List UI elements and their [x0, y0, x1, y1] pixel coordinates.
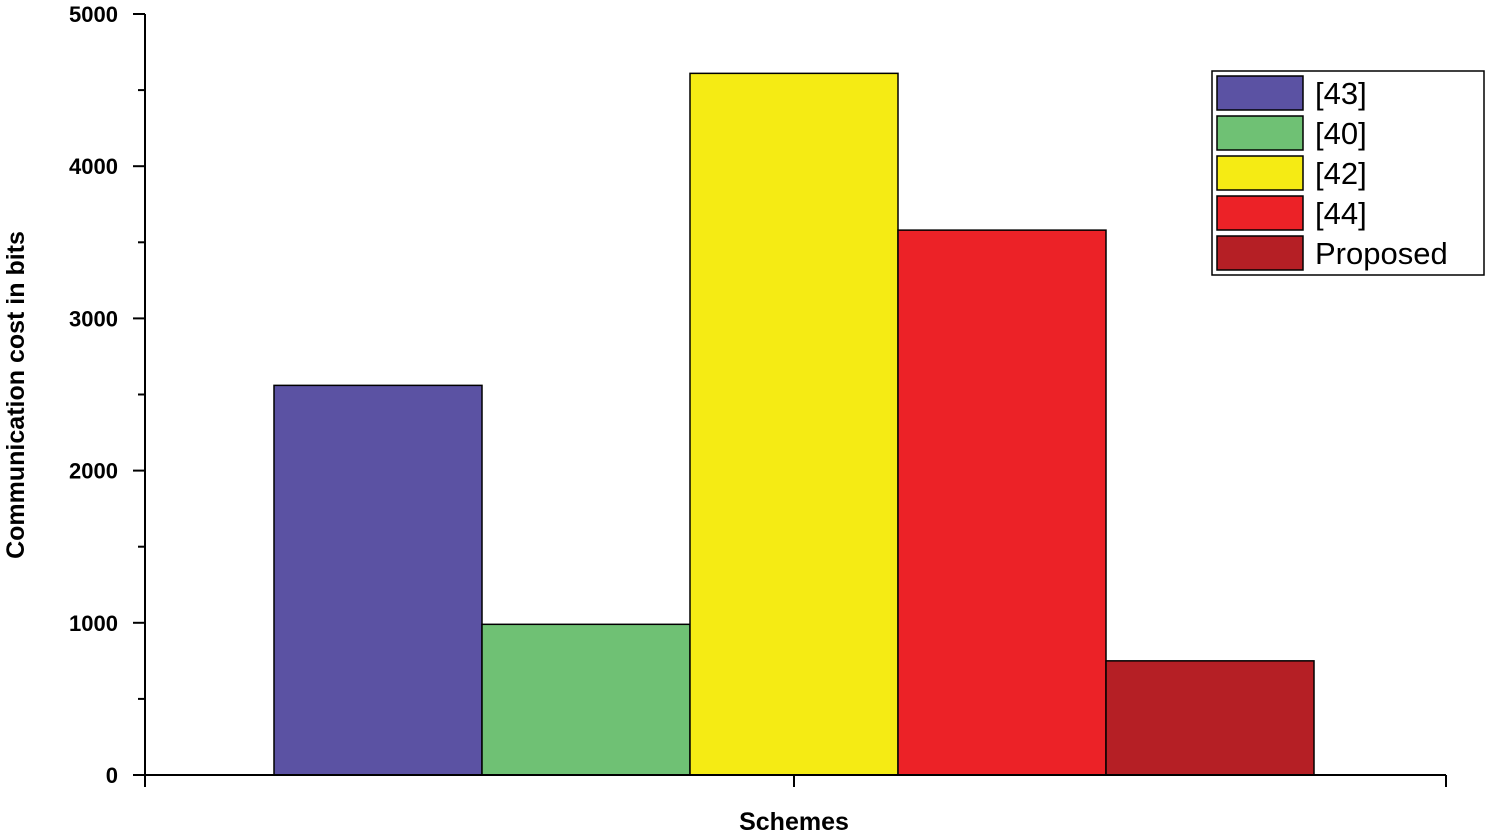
legend-label: [43]	[1315, 76, 1367, 111]
y-tick-label: 0	[106, 763, 118, 788]
legend: [43] [40] [42] [44] Proposed	[1211, 70, 1485, 276]
y-axis-title: Communication cost in bits	[2, 231, 30, 559]
legend-swatch	[1216, 235, 1304, 271]
legend-swatch	[1216, 75, 1304, 111]
x-tick-group	[144, 775, 1447, 787]
legend-swatch	[1216, 115, 1304, 151]
bar-42	[689, 72, 899, 776]
bar-40	[481, 623, 691, 776]
x-axis-title: Schemes	[739, 808, 849, 835]
bars-group	[273, 72, 1315, 776]
y-tick-label: 3000	[69, 306, 118, 331]
legend-label: [42]	[1315, 156, 1367, 191]
legend-label: [40]	[1315, 116, 1367, 151]
legend-label: Proposed	[1315, 236, 1448, 271]
bar-proposed	[1105, 660, 1315, 776]
y-tick-label: 4000	[69, 154, 118, 179]
y-ticks-group: 0 1000 2000 3000 4000 5000	[69, 2, 145, 788]
legend-swatch	[1216, 195, 1304, 231]
legend-label: [44]	[1315, 196, 1367, 231]
bar-43	[273, 384, 483, 776]
y-tick-label: 2000	[69, 459, 118, 484]
y-tick-label: 5000	[69, 2, 118, 27]
y-tick-label: 1000	[69, 611, 118, 636]
bar-44	[897, 229, 1107, 776]
legend-swatch	[1216, 155, 1304, 191]
